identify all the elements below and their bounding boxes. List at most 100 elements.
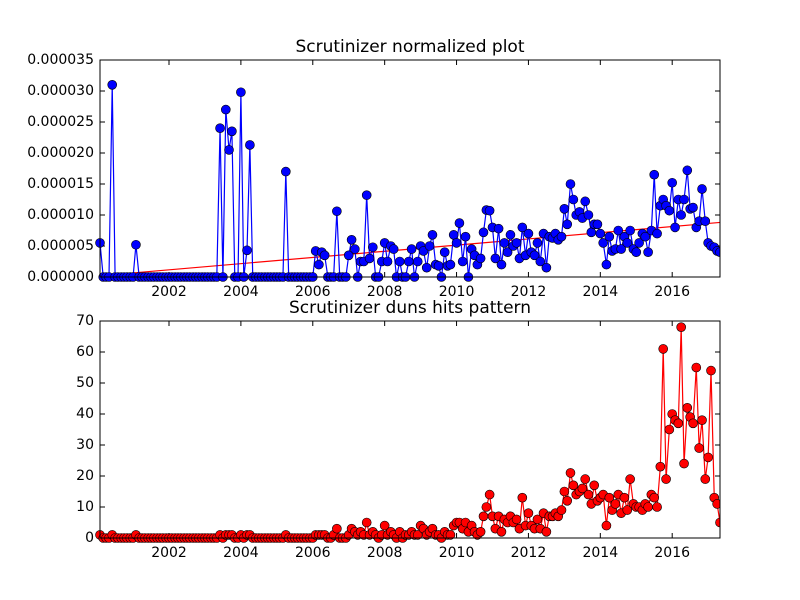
data-point <box>517 222 528 233</box>
x-tick-label: 2014 <box>582 284 618 300</box>
data-point <box>532 514 543 525</box>
y-tick-label: 0.000015 <box>27 176 94 192</box>
data-point <box>523 508 534 519</box>
y-tick-label: 0.000020 <box>27 145 94 161</box>
data-point <box>562 219 573 230</box>
data-point <box>535 256 546 267</box>
data-point <box>484 489 495 500</box>
data-point <box>457 256 468 267</box>
x-tick-label: 2006 <box>295 545 331 561</box>
data-point <box>314 259 324 270</box>
y-tick-label: 0.000025 <box>27 114 94 130</box>
data-point <box>332 206 342 217</box>
data-point <box>643 502 653 512</box>
data-point <box>589 480 600 491</box>
data-point <box>703 452 713 463</box>
data-point <box>586 227 597 238</box>
data-point <box>478 511 489 522</box>
data-point <box>424 241 435 251</box>
data-point <box>505 230 516 240</box>
data-point <box>236 87 246 98</box>
data-point <box>361 190 372 200</box>
y-tick-label: 70 <box>76 313 94 329</box>
data-point <box>382 256 393 267</box>
data-point <box>688 202 698 213</box>
data-point <box>673 418 684 429</box>
data-point <box>556 505 567 515</box>
y-tick-label: 0.000035 <box>27 52 94 68</box>
data-point <box>643 247 653 257</box>
data-point <box>541 262 552 273</box>
chart-title: Scrutinizer duns hits pattern <box>289 298 531 318</box>
y-tick-label: 0.000005 <box>27 238 94 254</box>
x-tick-label: 2008 <box>367 545 403 561</box>
data-point <box>484 205 495 216</box>
data-point <box>694 443 704 453</box>
data-point <box>499 238 510 248</box>
data-point <box>562 495 573 506</box>
data-point <box>652 502 662 512</box>
y-tick-label: 50 <box>76 375 94 391</box>
x-tick-label: 2012 <box>511 545 547 561</box>
data-point <box>583 210 594 220</box>
data-point <box>445 259 456 270</box>
data-point <box>379 520 390 531</box>
data-point <box>667 177 677 188</box>
x-tick-label: 2016 <box>654 284 690 300</box>
data-point <box>664 424 675 435</box>
y-tick-label: 30 <box>76 437 94 453</box>
data-point <box>460 231 471 242</box>
data-point <box>388 244 399 254</box>
data-point <box>478 227 489 238</box>
x-tick-label: 2002 <box>151 284 187 300</box>
data-point <box>427 230 438 240</box>
data-point <box>679 458 689 469</box>
data-point <box>601 520 612 531</box>
data-point <box>361 517 372 528</box>
data-point <box>559 204 570 214</box>
data-point <box>619 492 630 503</box>
x-tick-label: 2004 <box>223 545 259 561</box>
x-tick-label: 2012 <box>511 284 547 300</box>
data-point <box>224 145 234 155</box>
data-point <box>568 194 579 205</box>
data-point <box>556 231 567 242</box>
data-point <box>640 231 651 242</box>
y-tick-label: 0.000000 <box>27 269 94 285</box>
x-tick-label: 2002 <box>151 545 187 561</box>
data-point <box>439 247 450 257</box>
data-point <box>625 225 635 236</box>
data-point <box>670 222 680 233</box>
data-point <box>532 238 543 248</box>
data-point <box>712 499 720 509</box>
data-point <box>622 238 633 248</box>
data-point <box>481 502 492 512</box>
data-point <box>568 480 579 491</box>
data-point <box>350 244 360 254</box>
data-point <box>281 166 291 177</box>
data-point <box>448 230 459 240</box>
data-point <box>631 247 642 257</box>
plot-frame <box>99 320 721 539</box>
data-point <box>412 256 423 267</box>
data-point <box>394 256 405 267</box>
chart-title: Scrutinizer normalized plot <box>295 37 524 57</box>
data-point <box>661 474 671 484</box>
data-point <box>700 474 711 484</box>
x-tick-label: 2010 <box>439 284 475 300</box>
y-tick-label: 40 <box>76 406 94 422</box>
data-point <box>496 259 507 270</box>
data-point <box>580 196 591 207</box>
data-point <box>622 505 633 515</box>
data-point <box>451 238 462 248</box>
data-point <box>715 247 720 257</box>
data-point <box>517 492 528 503</box>
data-point <box>697 415 707 426</box>
y-tick-label: 0.000030 <box>27 83 94 99</box>
data-point <box>625 474 635 484</box>
data-point <box>406 244 417 254</box>
data-point <box>367 242 378 253</box>
data-point <box>475 526 486 537</box>
data-point <box>700 216 711 226</box>
data-point <box>496 526 507 537</box>
